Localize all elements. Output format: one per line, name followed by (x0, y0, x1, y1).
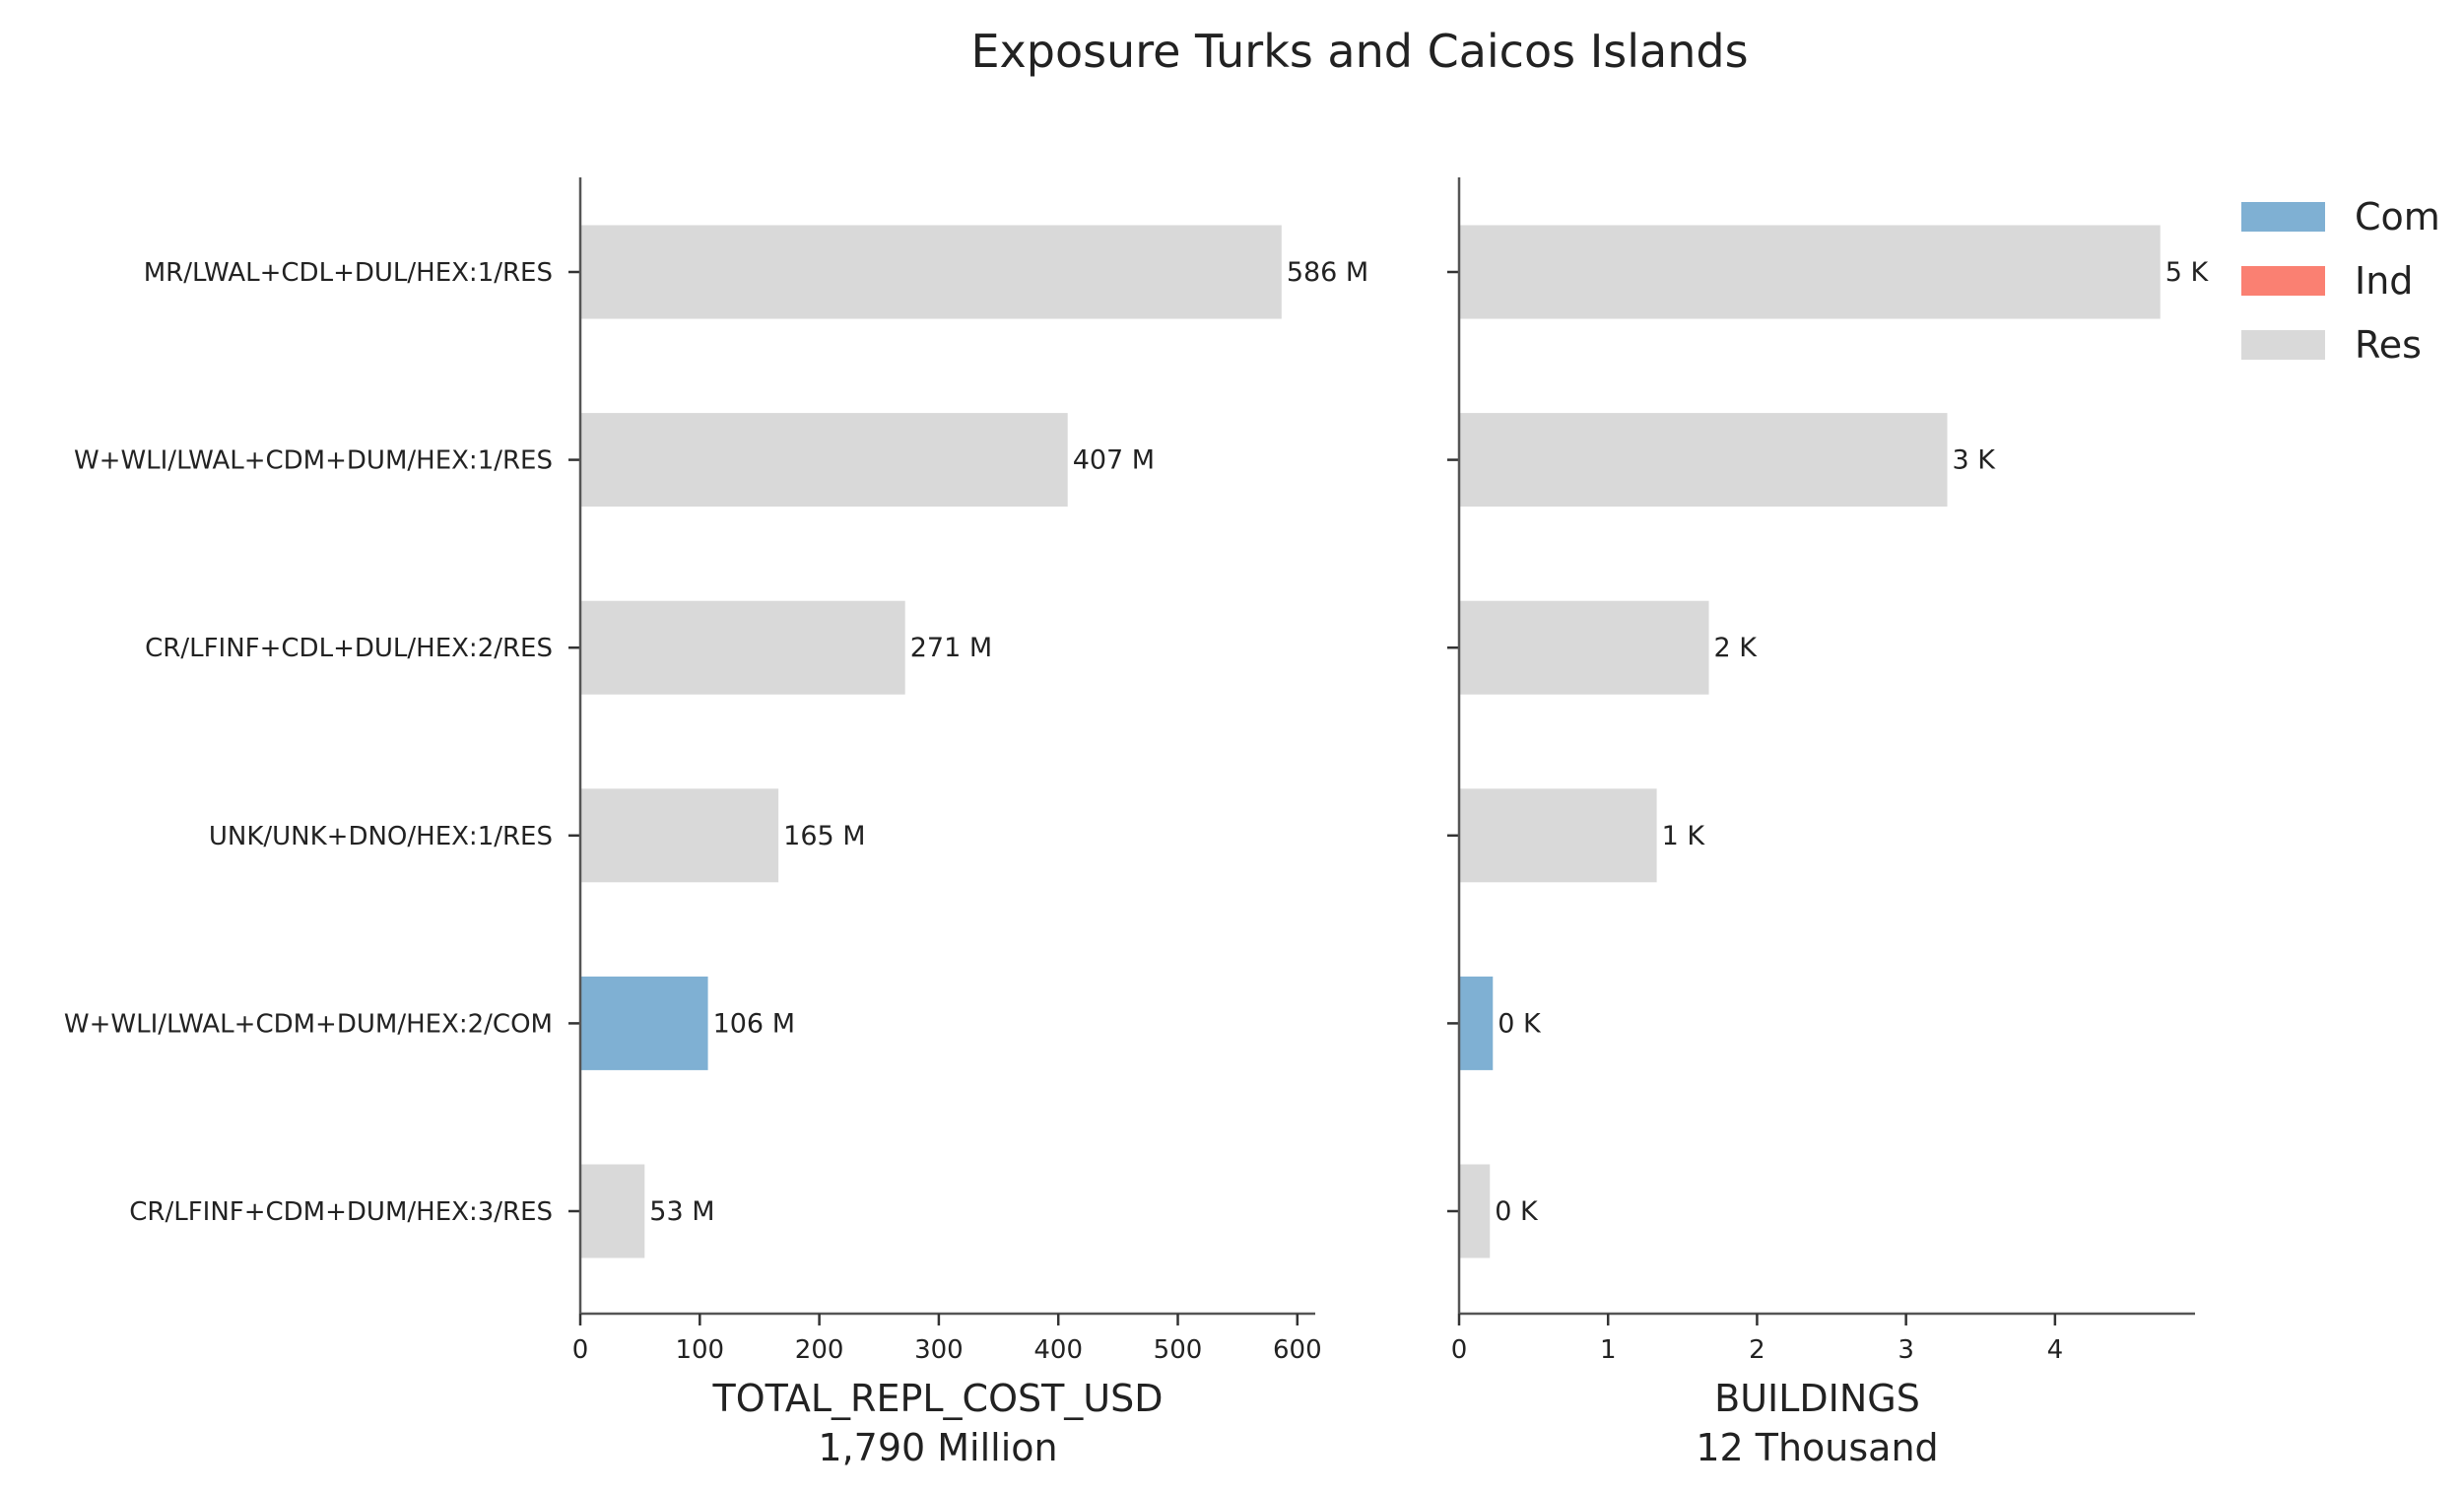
x-tick-label: 2 (1749, 1335, 1765, 1365)
category-label: CR/LFINF+CDM+DUM/HEX:3/RES (129, 1197, 553, 1227)
x-tick-label: 0 (1451, 1335, 1468, 1365)
bar (1460, 1164, 1491, 1258)
bar (581, 413, 1068, 508)
legend-label: Com (2355, 195, 2440, 238)
bar (581, 976, 708, 1070)
panel-buildings: 5 K 3 K 2 K 1 K 0 K 0 K 0 1 2 3 4 BUILDINGS 12 Thous… (1447, 177, 2209, 1469)
legend-swatch (2241, 330, 2325, 360)
x-tick-label: 0 (572, 1335, 589, 1365)
category-label: W+WLI/LWAL+CDM+DUM/HEX:2/COM (64, 1009, 553, 1039)
x-tick-label: 400 (1033, 1335, 1083, 1365)
bar (581, 1164, 645, 1258)
x-tick-label: 600 (1273, 1335, 1322, 1365)
bar-value-label: 2 K (1714, 633, 1759, 663)
legend-swatch (2241, 202, 2325, 232)
legend: Com Ind Res (2241, 195, 2440, 367)
bar-value-label: 106 M (713, 1008, 795, 1039)
category-label: MR/LWAL+CDL+DUL/HEX:1/RES (144, 258, 553, 288)
x-tick-label: 100 (675, 1335, 724, 1365)
legend-label: Ind (2355, 259, 2413, 303)
bar-value-label: 407 M (1073, 445, 1155, 476)
bar (1460, 413, 1948, 508)
bar (581, 225, 1282, 319)
bar-value-label: 1 K (1662, 821, 1706, 851)
bar (1460, 788, 1657, 883)
chart-title: Exposure Turks and Caicos Islands (970, 25, 1748, 78)
x-tick-label: 200 (795, 1335, 844, 1365)
bar-value-label: 0 K (1495, 1196, 1539, 1227)
x-tick-label: 4 (2047, 1335, 2064, 1365)
legend-swatch (2241, 266, 2325, 296)
bar (1460, 600, 1709, 695)
x-tick-label: 300 (914, 1335, 964, 1365)
x-axis-label: BUILDINGS (1714, 1377, 1920, 1420)
x-tick-label: 3 (1898, 1335, 1914, 1365)
panel-total-repl-cost-usd: 586 M MR/LWAL+CDL+DUL/HEX:1/RES 407 M W+WLI… (64, 177, 1368, 1469)
category-label: CR/LFINF+CDL+DUL/HEX:2/RES (145, 634, 553, 663)
x-tick-label: 500 (1154, 1335, 1203, 1365)
legend-label: Res (2355, 323, 2422, 367)
category-label: W+WLI/LWAL+CDM+DUM/HEX:1/RES (74, 446, 553, 476)
category-label: UNK/UNK+DNO/HEX:1/RES (209, 822, 553, 851)
bar-value-label: 165 M (783, 821, 865, 851)
bar-value-label: 586 M (1287, 257, 1368, 288)
bar-value-label: 0 K (1498, 1008, 1542, 1039)
x-tick-label: 1 (1600, 1335, 1617, 1365)
bar (1460, 225, 2161, 319)
bar (1460, 976, 1494, 1070)
bar-value-label: 53 M (649, 1196, 714, 1227)
x-axis-subtitle: 12 Thousand (1696, 1426, 1938, 1469)
bar (581, 600, 905, 695)
x-axis-label: TOTAL_REPL_COST_USD (711, 1377, 1163, 1420)
bar-value-label: 3 K (1952, 445, 1996, 476)
bar-value-label: 271 M (910, 633, 992, 663)
bar-value-label: 5 K (2165, 257, 2210, 288)
x-axis-subtitle: 1,790 Million (818, 1426, 1057, 1469)
bar (581, 788, 779, 883)
